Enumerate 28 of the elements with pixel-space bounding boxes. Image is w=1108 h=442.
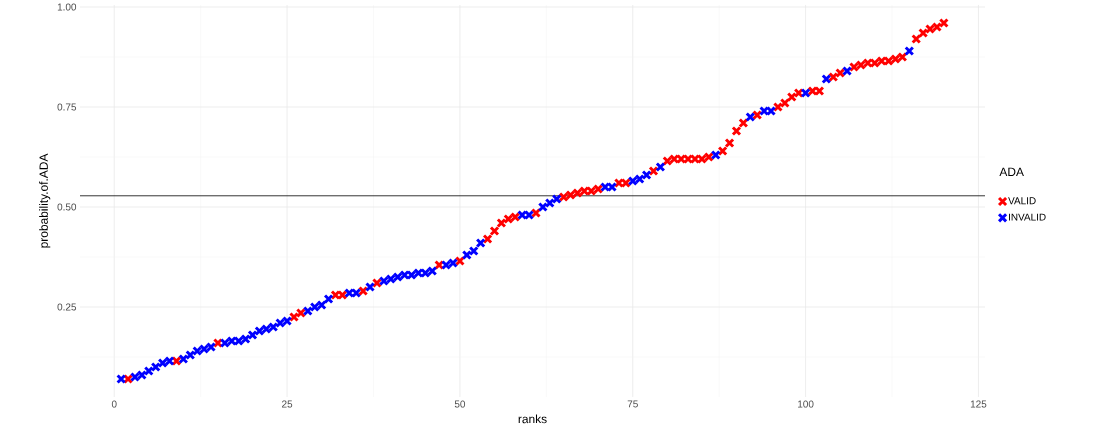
point xyxy=(454,255,465,267)
y-tick-label: 0.50 xyxy=(57,203,77,211)
point xyxy=(717,145,728,157)
y-tick-label: 0.25 xyxy=(57,303,77,311)
point xyxy=(530,207,541,219)
point xyxy=(648,165,659,177)
point xyxy=(731,125,742,137)
point xyxy=(358,285,369,297)
x-tick-label: 125 xyxy=(970,400,987,408)
y-tick-label: 0.75 xyxy=(57,103,77,111)
x-tick-label: 0 xyxy=(111,400,117,408)
x-axis-title: ranks xyxy=(518,414,547,424)
point xyxy=(489,225,500,237)
x-tick-label: 50 xyxy=(454,400,466,408)
x-tick-label: 25 xyxy=(282,400,293,408)
point xyxy=(738,117,749,129)
x-tick-label: 100 xyxy=(798,400,814,408)
point xyxy=(724,137,735,149)
legend-label: VALID xyxy=(1008,197,1036,205)
point xyxy=(752,109,763,121)
point xyxy=(482,233,493,245)
legend-label: INVALID xyxy=(1009,213,1046,221)
y-tick-label: 1.00 xyxy=(57,3,77,11)
point xyxy=(911,33,922,45)
x-tick-label: 75 xyxy=(627,400,638,408)
y-axis-title: probability.of.ADA xyxy=(39,153,51,248)
legend-title: ADA xyxy=(999,167,1024,176)
point xyxy=(371,277,382,289)
